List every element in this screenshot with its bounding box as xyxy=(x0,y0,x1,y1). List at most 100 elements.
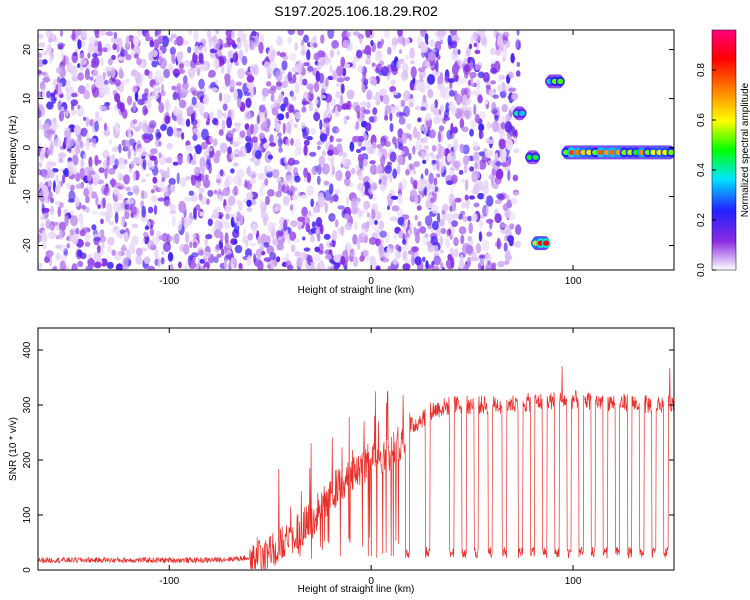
spectrogram-cell xyxy=(170,33,177,39)
spectrogram-cell xyxy=(201,63,208,72)
spectrogram-cell xyxy=(120,49,128,57)
spectrogram-cell xyxy=(301,100,310,105)
spectrogram-cell xyxy=(112,43,117,51)
spectrogram-cell xyxy=(114,158,119,169)
spectrogram-cell xyxy=(430,235,439,246)
spectrogram-cell xyxy=(173,126,178,138)
spectrogram-cell xyxy=(362,158,368,168)
spectrogram-cell xyxy=(139,73,145,83)
spectrogram-cell xyxy=(308,229,314,236)
spectrogram-cell xyxy=(490,176,495,187)
spectrogram-cell xyxy=(98,104,103,111)
spectrogram-cell xyxy=(245,111,254,119)
spectrogram-cell xyxy=(158,102,165,114)
spectrogram-cell xyxy=(323,110,328,119)
spectrogram-cell xyxy=(510,197,518,205)
spectrogram-cell xyxy=(150,195,158,203)
spectrogram-cell xyxy=(384,165,392,174)
spectrogram-cell xyxy=(497,193,505,201)
spectrogram-cell xyxy=(194,178,201,189)
spectrogram-cell xyxy=(163,68,171,79)
spectrogram-cell xyxy=(306,185,315,197)
spectrogram-cell xyxy=(178,261,182,269)
spectrogram-cell xyxy=(290,244,296,253)
spectrogram-cell xyxy=(71,108,76,116)
spectrogram-cell xyxy=(441,203,449,212)
spectrogram-cell xyxy=(362,249,369,257)
spectrogram-cell xyxy=(496,35,503,47)
spectrogram-cell xyxy=(224,232,229,244)
spectrogram-cell xyxy=(330,157,335,168)
spectrogram-cell xyxy=(132,101,137,113)
spectrogram-cell xyxy=(198,44,204,55)
spectrogram-cell xyxy=(71,234,79,245)
spectrogram-cell xyxy=(381,175,388,186)
spectrogram-cell xyxy=(75,30,82,36)
spectrogram-cell xyxy=(294,111,302,120)
spectrogram-cell xyxy=(176,82,182,94)
spectrogram-cell xyxy=(302,78,308,86)
spectrogram-cell xyxy=(386,246,391,255)
spectrogram-cell xyxy=(199,211,205,217)
spectrogram-cell xyxy=(366,147,374,155)
spectrogram-cell xyxy=(322,122,331,129)
spectrogram-cell xyxy=(324,249,332,255)
colorbar-tick-label: 0.8 xyxy=(696,63,707,77)
spectrogram-cell xyxy=(389,122,394,133)
spectrogram-x-tick-label: -100 xyxy=(159,276,179,287)
spectrogram-cell xyxy=(336,65,344,77)
spectrogram-cell xyxy=(277,136,283,148)
spectrogram-cell xyxy=(379,88,387,97)
spectrogram-cell xyxy=(123,174,130,185)
spectrogram-cell xyxy=(248,39,255,52)
spectrogram-cell xyxy=(115,182,123,187)
spectrogram-cell xyxy=(399,49,403,54)
spectrogram-cell xyxy=(206,30,212,39)
spectrogram-cell xyxy=(177,154,183,166)
spectrogram-cell xyxy=(469,128,474,137)
spectrogram-cell xyxy=(505,160,511,167)
spectrogram-cell xyxy=(438,161,445,174)
spectrogram-cell xyxy=(318,250,324,255)
spectrogram-cell xyxy=(99,211,107,216)
spectrogram-cell xyxy=(194,166,201,177)
spectrogram-cell xyxy=(64,127,71,132)
spectrogram-cell xyxy=(226,68,231,75)
spectrogram-cell xyxy=(500,228,508,234)
spectrogram-cell xyxy=(160,257,165,265)
spectrogram-cell xyxy=(230,168,235,174)
spectrogram-cell xyxy=(75,183,84,189)
spectrogram-cell xyxy=(119,232,123,239)
spectrogram-cell xyxy=(447,153,452,163)
spectrogram-y-tick-label: -10 xyxy=(22,189,33,204)
spectrogram-cell xyxy=(342,67,347,77)
spectrogram-cell xyxy=(66,236,71,241)
spectrogram-cell xyxy=(329,242,335,247)
spectrogram-cell xyxy=(85,206,90,213)
spectrogram-cell xyxy=(277,132,282,138)
spectrogram-cell xyxy=(117,56,125,61)
spectrogram-cell xyxy=(361,153,369,162)
spectrogram-cell xyxy=(422,94,427,104)
spectrogram-cell xyxy=(147,240,155,250)
spectrogram-cell xyxy=(128,133,133,139)
spectrogram-cell xyxy=(302,236,306,241)
spectrogram-cell xyxy=(350,60,357,70)
spectrogram-cell xyxy=(46,90,51,99)
spectrogram-cell xyxy=(310,261,315,266)
spectrogram-cell xyxy=(277,113,285,121)
spectrogram-cell xyxy=(408,152,412,161)
spectrogram-cell xyxy=(87,257,95,270)
spectrogram-cell xyxy=(490,67,497,74)
spectrogram-cell xyxy=(303,139,310,146)
spectrogram-cell xyxy=(462,65,471,75)
spectrogram-cell xyxy=(87,173,91,182)
spectrogram-cell xyxy=(458,259,465,270)
spectrogram-cell xyxy=(479,257,485,267)
spectrogram-cell xyxy=(479,111,486,120)
spectrogram-cell xyxy=(141,236,146,245)
spectrogram-cell xyxy=(163,241,171,252)
spectrogram-cell xyxy=(59,229,64,240)
spectrogram-cell xyxy=(135,255,142,265)
spectrogram-cell xyxy=(297,190,301,197)
